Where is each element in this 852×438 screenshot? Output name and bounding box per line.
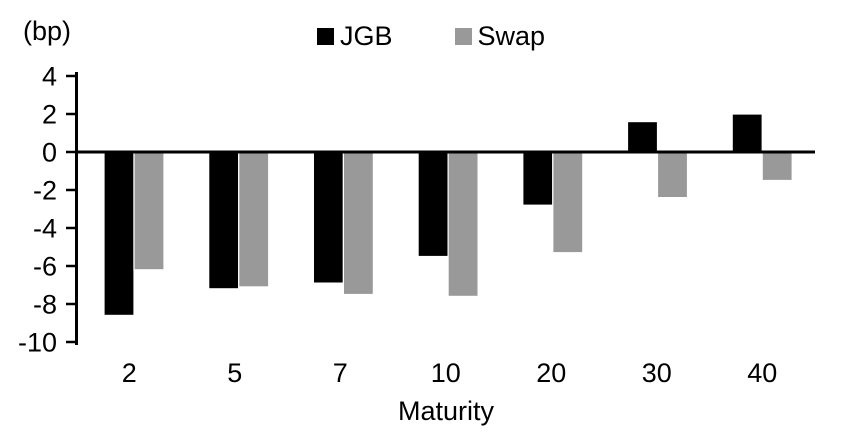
legend-label: Swap bbox=[477, 21, 546, 51]
legend-item-swap: Swap bbox=[454, 21, 546, 51]
x-tick-label-10: 10 bbox=[431, 358, 461, 388]
bar-swap-20 bbox=[552, 151, 584, 254]
x-tick-label-2: 2 bbox=[122, 358, 137, 388]
legend-label: JGB bbox=[340, 21, 393, 51]
bar-swap-30 bbox=[656, 151, 689, 199]
axis-unit-label: (bp) bbox=[23, 16, 72, 46]
bar-swap-5 bbox=[238, 151, 270, 288]
x-tick-label-30: 30 bbox=[642, 358, 672, 388]
legend-swatch-icon bbox=[454, 28, 472, 45]
bar-jgb-10 bbox=[417, 151, 449, 258]
y-tick-label: -8 bbox=[33, 290, 57, 320]
bar-jgb-30 bbox=[626, 120, 659, 153]
x-tick-label-40: 40 bbox=[747, 358, 777, 388]
legend: JGB Swap bbox=[317, 23, 545, 50]
legend-item-jgb: JGB bbox=[317, 23, 393, 50]
bar-jgb-5 bbox=[208, 151, 240, 290]
x-tick-label-7: 7 bbox=[333, 358, 348, 388]
bar-swap-7 bbox=[342, 151, 374, 296]
y-tick-label: 2 bbox=[42, 100, 57, 130]
bar-jgb-7 bbox=[312, 151, 344, 284]
x-tick-label-5: 5 bbox=[227, 358, 242, 388]
bar-swap-40 bbox=[761, 151, 793, 182]
bar-jgb-20 bbox=[522, 151, 554, 206]
y-tick-label: -4 bbox=[33, 214, 57, 244]
bar-jgb-2 bbox=[103, 151, 135, 316]
y-tick-label: -2 bbox=[33, 176, 57, 206]
bar-swap-2 bbox=[133, 151, 165, 271]
y-tick-label: -10 bbox=[18, 328, 57, 358]
y-tick-label: 0 bbox=[42, 138, 57, 168]
x-tick-label-20: 20 bbox=[536, 358, 566, 388]
bar-swap-10 bbox=[447, 151, 479, 297]
bar-jgb-40 bbox=[731, 113, 763, 153]
legend-swatch-icon bbox=[317, 28, 334, 45]
y-tick-label: 4 bbox=[42, 62, 57, 92]
y-tick-label: -6 bbox=[33, 252, 57, 282]
x-axis-title: Maturity bbox=[397, 396, 495, 426]
